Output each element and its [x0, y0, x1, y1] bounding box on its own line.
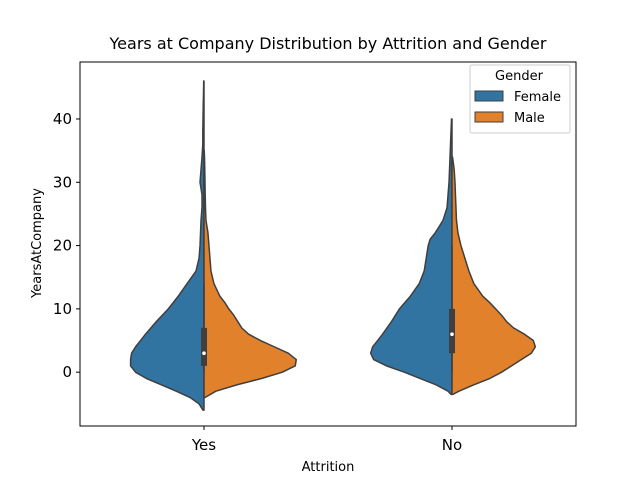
y-tick-label: 20 — [53, 237, 72, 255]
axes-frame — [79, 61, 577, 427]
legend-swatch-male — [474, 111, 504, 123]
x-tick-label-yes: Yes — [191, 436, 216, 454]
y-tick-label: 40 — [53, 110, 72, 128]
y-axis-label: YearsAtCompany — [30, 188, 45, 299]
violin-male-no — [451, 156, 537, 396]
chart-title: Years at Company Distribution by Attriti… — [109, 34, 547, 53]
legend-title: Gender — [495, 69, 544, 84]
x-tick-label-no: No — [442, 436, 462, 454]
plot-area: 0 10 20 30 40 Yes No — [53, 61, 577, 454]
violin-female-yes — [129, 80, 205, 411]
x-axis-label: Attrition — [302, 460, 355, 475]
median-dot-no — [450, 332, 454, 337]
iqr-box-yes — [201, 327, 207, 366]
violin-female-no — [369, 118, 453, 396]
y-tick-label: 0 — [62, 363, 72, 381]
iqr-box-no — [449, 308, 455, 354]
median-dot-yes — [202, 351, 206, 356]
y-tick-label: 30 — [53, 173, 72, 191]
legend-swatch-female — [474, 90, 504, 102]
violins — [129, 80, 537, 411]
legend-label-female: Female — [514, 90, 561, 105]
legend-label-male: Male — [514, 111, 545, 126]
violin-male-yes — [203, 149, 298, 399]
y-tick-label: 10 — [53, 300, 72, 318]
legend: Gender Female Male — [469, 64, 571, 134]
